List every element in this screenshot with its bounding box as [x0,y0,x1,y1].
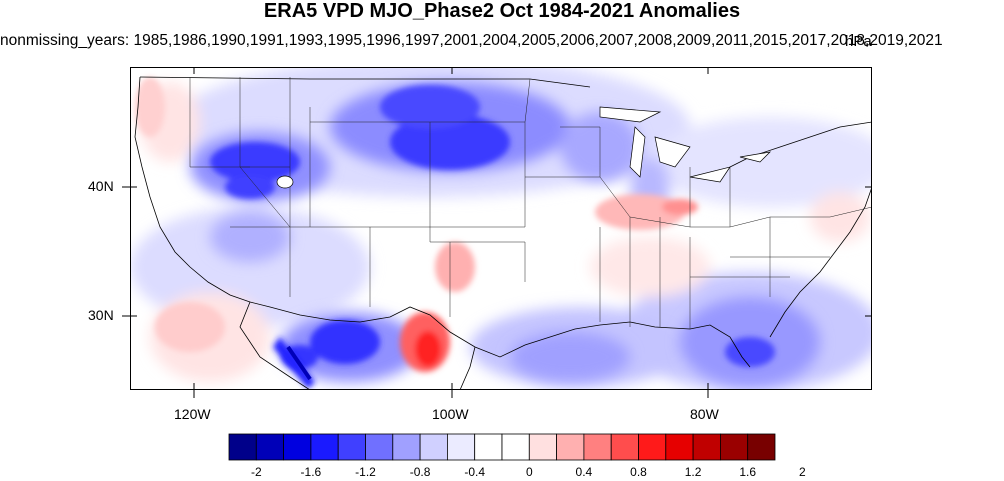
baja-anomaly [273,337,315,389]
colorbar-tick-label: -0.8 [409,465,431,479]
colorbar-tick-label: 0 [525,465,533,479]
colorbar-swatch [310,433,339,461]
colorbar-swatch [283,433,312,461]
lon-label-80w: 80W [690,406,719,422]
colorbar-swatch [474,433,503,461]
colorbar-swatch [337,433,366,461]
colorbar-swatch [747,433,776,461]
colorbar-swatch [365,433,394,461]
lat-label-30n: 30N [88,307,114,323]
colorbar-swatch [446,433,476,461]
colorbar-swatch [228,433,257,461]
colorbar-swatch [556,433,585,461]
chart-title: ERA5 VPD MJO_Phase2 Oct 1984-2021 Anomal… [263,0,741,22]
colorbar-swatch [419,433,448,461]
chart-subtitle: nonmissing_years: 1985,1986,1990,1991,19… [0,32,943,49]
anomaly-map [130,67,872,390]
colorbar-swatch [583,433,612,461]
colorbar [228,433,776,461]
anomaly-fill-red [135,77,698,372]
map-frame [130,67,872,390]
anomaly-fill-light [130,67,872,390]
colorbar-tick-label: -2 [250,465,262,479]
colorbar-swatch [719,433,749,461]
state-borders [189,77,872,329]
colorbar-swatch [665,433,694,461]
colorbar-tick-label: -1.6 [300,465,322,479]
colorbar-tick-label: 0.8 [630,465,647,479]
colorbar-swatch [392,433,421,461]
lat-label-40n: 40N [88,178,114,194]
colorbar-swatch [610,433,639,461]
lon-label-120w: 120W [174,406,211,422]
colorbar-swatch [692,433,721,461]
unit-label: hPa [845,33,872,50]
colorbar-tick-label: 1.6 [739,465,757,479]
colorbar-swatch [501,433,530,461]
colorbar-tick-label: 0.4 [575,465,593,479]
graticule-ticks [130,67,872,390]
lon-label-100w: 100W [432,406,469,422]
colorbar-swatch [255,433,284,461]
colorbar-tick-label: 2 [798,465,806,479]
colorbar-swatch [638,433,667,461]
colorbar-tick-label: 1.2 [684,465,702,479]
colorbar-swatch [528,433,557,461]
great-lakes [276,106,772,189]
colorbar-tick-label: -1.2 [355,465,376,479]
colorbar-tick-label: -0.4 [464,465,486,479]
